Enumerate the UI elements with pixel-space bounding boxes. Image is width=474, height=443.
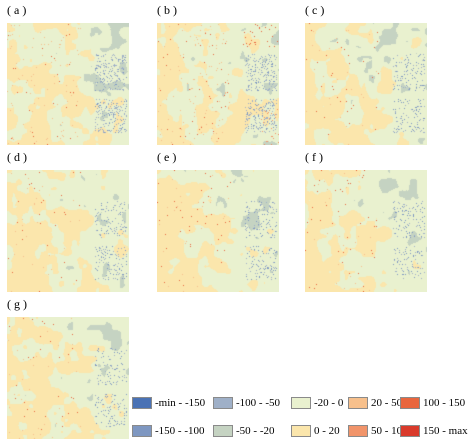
- map-image: [157, 23, 279, 145]
- legend-swatch: [132, 425, 152, 437]
- legend-label: 150 - max: [423, 425, 468, 437]
- panel-label: ( e ): [157, 150, 177, 164]
- map-image: [157, 170, 279, 292]
- legend-label: -100 - -50: [236, 397, 280, 409]
- legend-label: -20 - 0: [314, 397, 344, 409]
- legend-label: -50 - -20: [236, 425, 275, 437]
- legend-item: 0 - 20: [291, 423, 340, 439]
- legend-label: 0 - 20: [314, 425, 340, 437]
- legend-label: 100 - 150: [423, 397, 466, 409]
- legend-label: 50 - 100: [371, 425, 408, 437]
- legend-swatch: [291, 425, 311, 437]
- legend-swatch: [348, 425, 368, 437]
- legend-swatch: [213, 425, 233, 437]
- legend-label: -min - -150: [155, 397, 206, 409]
- legend-label: -150 - -100: [155, 425, 205, 437]
- legend-item: 50 - 100: [348, 423, 408, 439]
- legend-swatch: [132, 397, 152, 409]
- legend-item: -100 - -50: [213, 395, 280, 411]
- map-image: [7, 23, 129, 145]
- panel-label: ( g ): [7, 297, 27, 311]
- panel-label: ( c ): [305, 3, 325, 17]
- legend-item: 150 - max: [400, 423, 468, 439]
- map-image: [7, 170, 129, 292]
- panel-label: ( a ): [7, 3, 27, 17]
- legend-item: 100 - 150: [400, 395, 465, 411]
- legend-swatch: [291, 397, 311, 409]
- legend-item: -20 - 0: [291, 395, 343, 411]
- legend: -min - -150 -100 - -50 -20 - 0 20 - 50 1…: [132, 393, 472, 441]
- legend-swatch: [348, 397, 368, 409]
- panel-label: ( b ): [157, 3, 177, 17]
- panel-label: ( d ): [7, 150, 27, 164]
- panel-label: ( f ): [305, 150, 323, 164]
- map-image: [305, 170, 427, 292]
- map-image: [305, 23, 427, 145]
- legend-swatch: [213, 397, 233, 409]
- legend-item: 20 - 50: [348, 395, 402, 411]
- map-image: [7, 317, 129, 439]
- legend-item: -50 - -20: [213, 423, 275, 439]
- legend-swatch: [400, 397, 420, 409]
- legend-item: -150 - -100: [132, 423, 205, 439]
- legend-swatch: [400, 425, 420, 437]
- legend-label: 20 - 50: [371, 397, 403, 409]
- legend-item: -min - -150: [132, 395, 205, 411]
